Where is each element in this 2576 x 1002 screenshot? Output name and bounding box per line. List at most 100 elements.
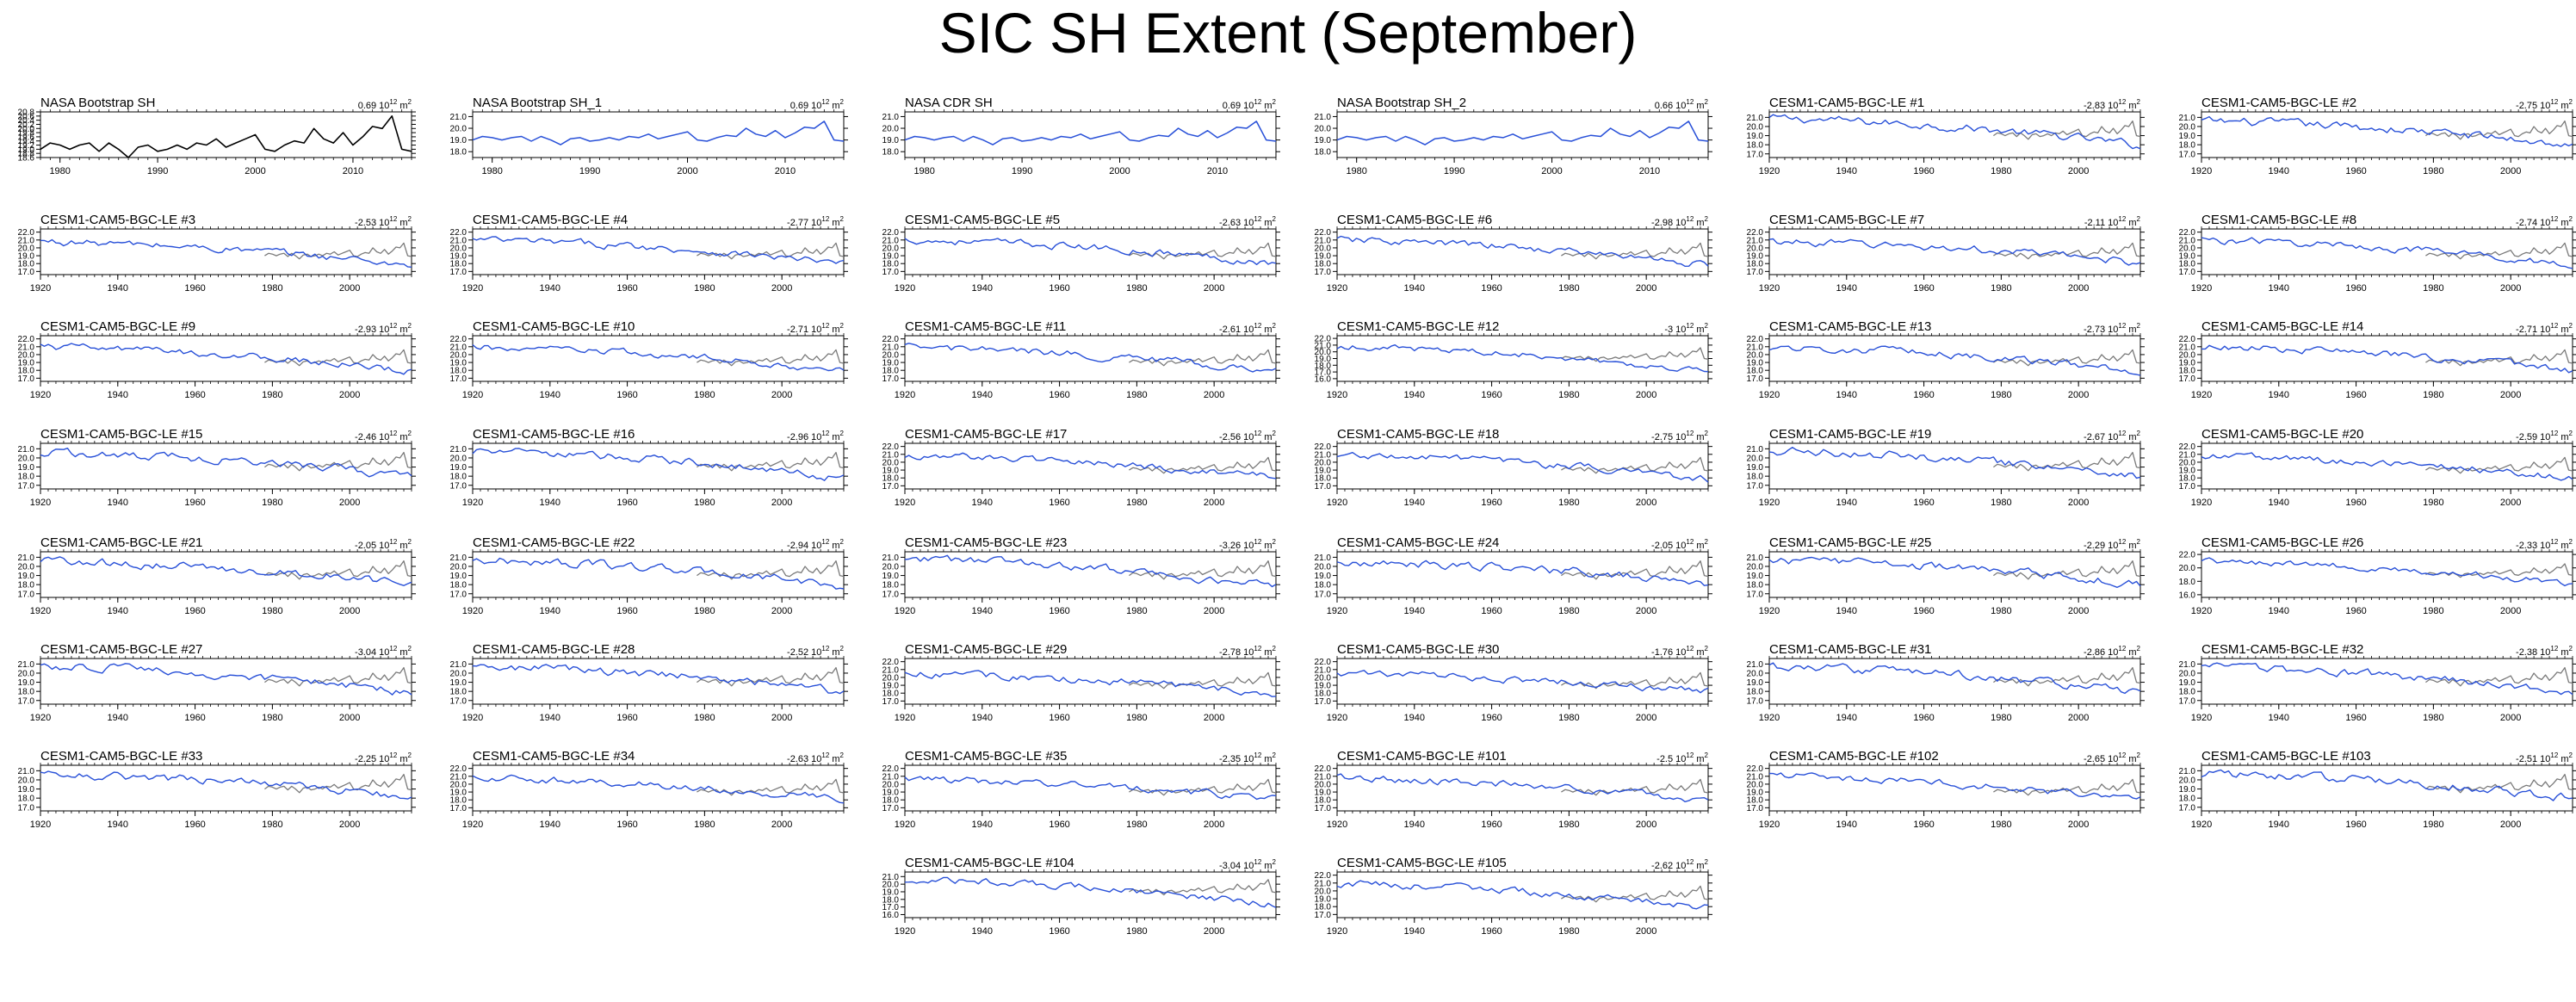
x-tick-label: 1980 — [262, 713, 282, 723]
y-tick-label: 19.0 — [450, 572, 468, 581]
plot-frame — [40, 111, 412, 158]
y-tick-label: 19.0 — [1747, 132, 1764, 141]
panel-title: CESM1-CAM5-BGC-LE #28 — [473, 642, 635, 657]
obs-overlay-line — [1561, 347, 1709, 362]
y-tick-label: 18.0 — [1747, 141, 1764, 151]
trend-label: -1.76 1012 m2 — [1651, 645, 1709, 658]
panel-member-16: CESM1-CAM5-BGC-LE #17 -2.56 1012 m2 1920 19… — [864, 424, 1293, 511]
panel-obs-0: NASA Bootstrap SH 0.69 1012 m2 1980 1990 200… — [0, 93, 429, 180]
y-tick-label: 17.0 — [18, 803, 35, 813]
y-tick-label: 22.0 — [882, 228, 900, 238]
obs-overlay-line — [1561, 560, 1709, 580]
obs-overlay-line — [1129, 456, 1277, 474]
y-tick-label: 20.0 — [1315, 244, 1332, 253]
x-tick-label: 2000 — [339, 390, 360, 400]
obs-overlay-line — [1993, 666, 2141, 687]
y-tick-label: 22.0 — [450, 764, 468, 774]
x-tick-label: 1940 — [1836, 390, 1857, 400]
y-tick-label: 18.0 — [1747, 688, 1764, 697]
x-tick-label: 1920 — [895, 713, 915, 723]
panel-member-14: CESM1-CAM5-BGC-LE #15 -2.46 1012 m2 1920 19… — [0, 424, 429, 511]
y-tick-label: 18.0 — [1747, 581, 1764, 591]
y-tick-label: 21.0 — [18, 445, 35, 455]
x-tick-label: 1940 — [2269, 713, 2289, 723]
x-tick-label: 1920 — [462, 498, 483, 508]
x-tick-label: 1960 — [1481, 606, 1502, 616]
panel-title: CESM1-CAM5-BGC-LE #8 — [2201, 213, 2356, 227]
panel-svg-member-15: CESM1-CAM5-BGC-LE #16 -2.96 1012 m2 1920 19… — [450, 427, 848, 508]
model-series-line — [904, 343, 1277, 373]
y-tick-label: 20.0 — [450, 669, 468, 678]
x-tick-label: 2000 — [2500, 166, 2521, 176]
x-tick-label: 1940 — [1404, 283, 1425, 294]
panel-member-1: CESM1-CAM5-BGC-LE #2 -2.75 1012 m2 1920 194… — [2161, 93, 2576, 180]
x-tick-label: 1960 — [184, 820, 205, 830]
y-tick-label: 17.0 — [450, 268, 468, 277]
panel-obs-3: NASA Bootstrap SH_2 0.66 1012 m2 1980 1990 2… — [1297, 93, 1725, 180]
obs-series-line — [40, 114, 412, 158]
model-series-line — [472, 774, 845, 804]
panel-title: CESM1-CAM5-BGC-LE #6 — [1337, 213, 1492, 227]
y-tick-label: 21.0 — [450, 660, 468, 670]
plot-frame — [904, 658, 1277, 705]
trend-label: -2.05 1012 m2 — [355, 538, 412, 551]
obs-overlay-line — [2425, 242, 2573, 260]
panel-title: CESM1-CAM5-BGC-LE #17 — [905, 427, 1067, 442]
panel-svg-member-13: CESM1-CAM5-BGC-LE #14 -2.71 1012 m2 1920 19… — [2179, 319, 2576, 400]
y-tick-label: 22.0 — [2179, 551, 2196, 560]
model-series-line — [2201, 344, 2573, 374]
y-tick-label: 20.0 — [450, 125, 468, 134]
x-tick-label: 2010 — [1639, 166, 1660, 176]
x-tick-label: 1920 — [462, 283, 483, 294]
y-tick-label: 18.0 — [882, 367, 900, 376]
x-tick-label: 1940 — [108, 283, 128, 294]
obs-overlay-line — [2425, 349, 2573, 367]
x-tick-label: 1960 — [1481, 283, 1502, 294]
model-series-line — [1336, 344, 1709, 373]
y-tick-label: 19.0 — [450, 678, 468, 688]
x-tick-label: 1960 — [184, 713, 205, 723]
y-tick-label: 22.0 — [2179, 335, 2196, 344]
trend-label: -2.25 1012 m2 — [355, 752, 412, 764]
x-tick-label: 1920 — [1327, 713, 1347, 723]
obs-overlay-line — [697, 451, 845, 472]
y-tick-label: 21.0 — [18, 236, 35, 245]
panel-title: NASA CDR SH — [905, 96, 993, 110]
chart-title: SIC SH Extent (September) — [938, 1, 1638, 65]
panel-svg-member-32: CESM1-CAM5-BGC-LE #33 -2.25 1012 m2 1920 19… — [18, 749, 416, 830]
model-series-line — [1768, 447, 2141, 479]
trend-label: -2.33 1012 m2 — [2516, 538, 2573, 551]
trend-label: -2.73 1012 m2 — [2084, 322, 2141, 335]
model-series-line — [1768, 556, 2141, 588]
panel-member-3: CESM1-CAM5-BGC-LE #4 -2.77 1012 m2 1920 194… — [432, 210, 861, 297]
y-tick-label: 21.0 — [1747, 343, 1764, 352]
panel-member-10: CESM1-CAM5-BGC-LE #11 -2.61 1012 m2 1920 19… — [864, 317, 1293, 404]
panel-svg-member-18: CESM1-CAM5-BGC-LE #19 -2.67 1012 m2 1920 19… — [1747, 427, 2145, 508]
x-tick-label: 1960 — [2345, 283, 2366, 294]
model-series-line — [40, 448, 412, 478]
panel-svg-member-3: CESM1-CAM5-BGC-LE #4 -2.77 1012 m2 1920 194… — [450, 213, 848, 294]
x-tick-label: 1960 — [1481, 498, 1502, 508]
x-tick-label: 2000 — [2500, 498, 2521, 508]
x-tick-label: 1920 — [1759, 283, 1780, 294]
plot-frame — [904, 228, 1277, 275]
x-tick-label: 1940 — [540, 390, 560, 400]
panel-title: CESM1-CAM5-BGC-LE #32 — [2201, 642, 2363, 657]
model-series-line — [904, 238, 1277, 265]
y-tick-label: 21.0 — [18, 554, 35, 563]
y-tick-label: 19.8 — [18, 129, 35, 139]
x-tick-label: 1980 — [262, 498, 282, 508]
y-tick-label: 21.0 — [882, 236, 900, 245]
x-tick-label: 1920 — [462, 606, 483, 616]
y-tick-label: 21.0 — [1747, 554, 1764, 563]
trend-label: -2.98 1012 m2 — [1651, 215, 1709, 228]
plot-frame — [472, 658, 845, 705]
panel-member-2: CESM1-CAM5-BGC-LE #3 -2.53 1012 m2 1920 194… — [0, 210, 429, 297]
x-tick-label: 1920 — [462, 713, 483, 723]
x-tick-label: 1940 — [540, 820, 560, 830]
y-tick-label: 20.0 — [1315, 125, 1332, 134]
y-tick-label: 21.0 — [1315, 450, 1332, 460]
panel-member-7: CESM1-CAM5-BGC-LE #8 -2.74 1012 m2 1920 194… — [2161, 210, 2576, 297]
x-tick-label: 1920 — [2191, 166, 2212, 176]
